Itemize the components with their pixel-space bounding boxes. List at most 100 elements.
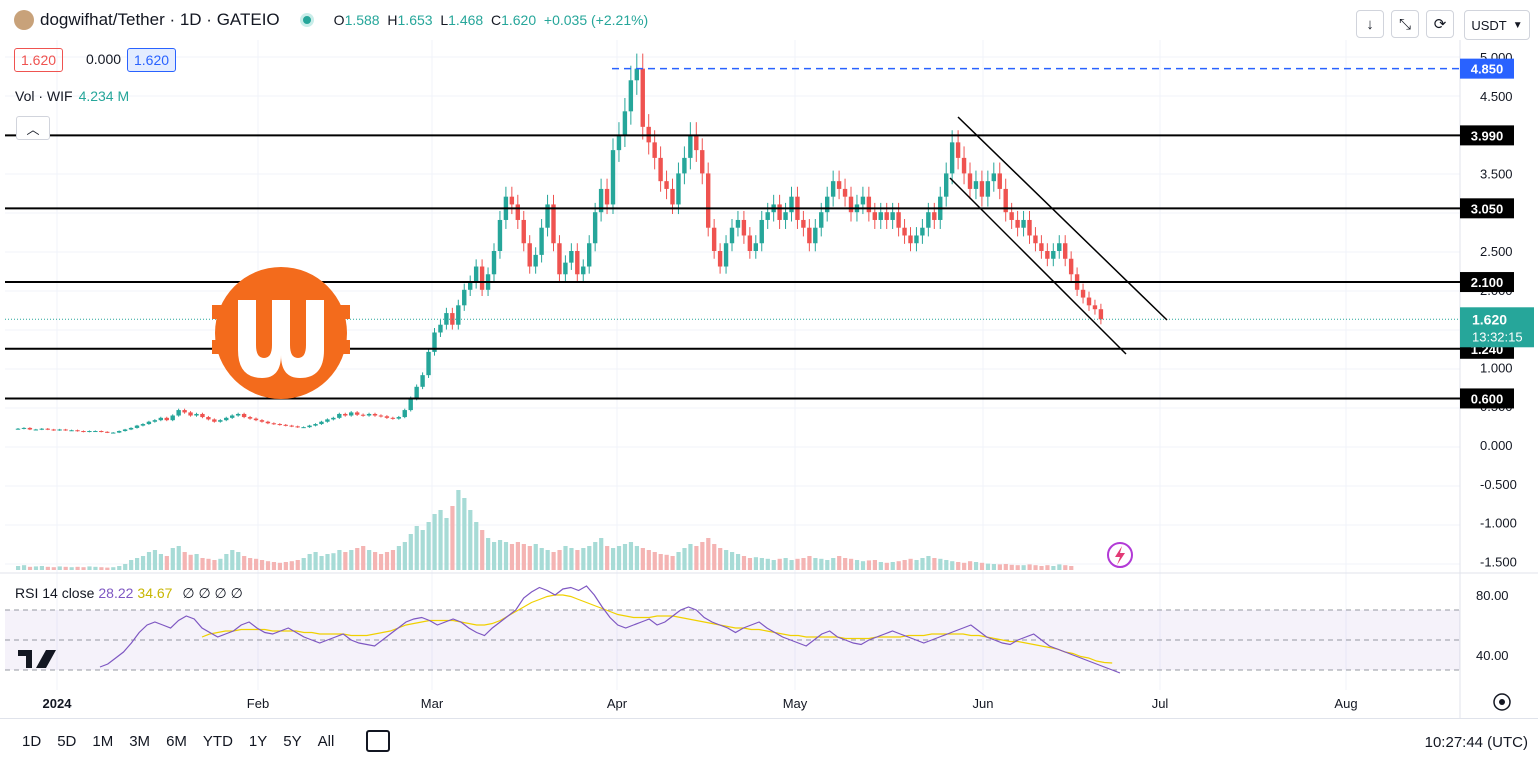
timeframe-5y[interactable]: 5Y: [283, 733, 302, 750]
volume-bar: [1051, 566, 1056, 570]
settings-icon-core: [1499, 699, 1505, 705]
volume-bar: [765, 558, 770, 570]
candle-body: [670, 188, 675, 205]
candle-body: [122, 429, 128, 432]
volume-bar: [825, 560, 830, 570]
candle-body: [140, 424, 146, 426]
candle-body: [598, 188, 604, 213]
candle-body: [729, 227, 735, 244]
candle-body: [420, 375, 425, 387]
timeframe-6m[interactable]: 6M: [166, 733, 187, 750]
candle-body: [997, 173, 1002, 189]
candle-body: [545, 204, 550, 228]
timeframe-ytd[interactable]: YTD: [202, 733, 233, 750]
candle-body: [961, 157, 967, 174]
candle-body: [1039, 243, 1044, 251]
volume-bar: [902, 560, 907, 570]
timeframe-all[interactable]: All: [317, 733, 335, 750]
date-range-icon[interactable]: [366, 730, 390, 752]
settings-icon: [1493, 693, 1511, 711]
currency-select[interactable]: USDT ▼: [1464, 10, 1530, 40]
volume-bar: [349, 550, 354, 570]
volume-bar: [920, 558, 925, 570]
volume-bar: [866, 560, 872, 570]
clock[interactable]: 10:27:44 (UTC): [1424, 734, 1528, 751]
volume-bar: [831, 558, 836, 570]
candle-body: [378, 415, 384, 417]
chevron-down-icon: ▼: [1512, 19, 1523, 31]
time-tick-label: Mar: [421, 696, 444, 711]
candle-body: [366, 413, 372, 416]
collapse-legend-button[interactable]: ︿: [16, 116, 50, 140]
bid-price[interactable]: 1.620: [14, 48, 64, 72]
volume-bar: [218, 558, 223, 570]
candle-body: [866, 196, 872, 213]
candle-body: [587, 243, 592, 267]
volume-bar: [254, 558, 259, 570]
volume-bar: [694, 546, 699, 570]
time-tick-label: May: [783, 696, 808, 711]
candle-body: [747, 235, 753, 251]
arrow-down-button[interactable]: ↓: [1356, 10, 1384, 38]
candle-body: [1027, 219, 1032, 236]
candle-body: [164, 417, 169, 421]
candle-body: [575, 251, 580, 275]
candle-body: [456, 305, 461, 325]
candle-body: [426, 351, 431, 376]
timeframe-1y[interactable]: 1Y: [248, 733, 268, 750]
volume-bar: [599, 538, 604, 570]
last-price-label: 1.620: [1472, 311, 1507, 327]
candle-body: [438, 324, 443, 333]
candle-body: [801, 219, 806, 228]
candle-body: [63, 429, 68, 431]
collapse-button[interactable]: ⤡: [1391, 10, 1419, 38]
candle-body: [39, 428, 44, 430]
candle-body: [694, 134, 699, 151]
candle-body: [640, 68, 645, 127]
symbol-title[interactable]: dogwifhat/Tether · 1D · GATEIO: [40, 10, 280, 29]
candle-body: [926, 212, 931, 228]
candle-body: [152, 420, 158, 422]
candle-body: [491, 251, 497, 275]
refresh-button[interactable]: ⟳: [1426, 10, 1454, 38]
candle-body: [1086, 297, 1092, 306]
candle-body: [509, 196, 515, 205]
candle-body: [1057, 243, 1062, 251]
volume-bar: [670, 556, 675, 570]
rsi-legend: RSI 14 close 28.22 34.67 ∅ ∅ ∅ ∅: [15, 585, 243, 601]
candle-body: [1063, 243, 1068, 259]
volume-bar: [801, 558, 806, 570]
candle-body: [539, 227, 544, 255]
timeframe-1d[interactable]: 1D: [22, 733, 42, 750]
volume-bar: [854, 560, 860, 570]
ask-price[interactable]: 1.620: [127, 48, 177, 72]
candle-body: [176, 410, 181, 416]
channel-upper: [957, 116, 1168, 321]
candle-body: [212, 419, 217, 422]
candle-body: [188, 412, 193, 416]
timeframe-bar: 1D 5D 1M 3M 6M YTD 1Y 5Y All: [22, 733, 334, 750]
lightning-glyph: [1115, 546, 1125, 565]
candle-body: [932, 212, 937, 220]
timeframe-1m[interactable]: 1M: [92, 733, 114, 750]
volume-bar: [420, 530, 425, 570]
timeframe-3m[interactable]: 3M: [129, 733, 151, 750]
volume-bar: [551, 552, 556, 570]
candle-body: [396, 417, 401, 419]
candle-body: [360, 414, 366, 416]
volume-bar: [968, 561, 973, 570]
collapse-icon: ⤡: [1398, 15, 1411, 33]
time-tick-label: Jul: [1152, 696, 1169, 711]
volume-bar: [884, 562, 889, 570]
volume-bar: [1021, 565, 1026, 570]
candle-body: [581, 266, 586, 275]
volume-bar: [985, 563, 991, 570]
volume-bar: [569, 548, 574, 570]
volume-bar: [164, 556, 169, 570]
candle-body: [878, 212, 883, 220]
level-badge: [1460, 125, 1514, 146]
timeframe-5d[interactable]: 5D: [57, 733, 77, 750]
candle-body: [194, 413, 199, 416]
level-badge: [1460, 272, 1514, 293]
